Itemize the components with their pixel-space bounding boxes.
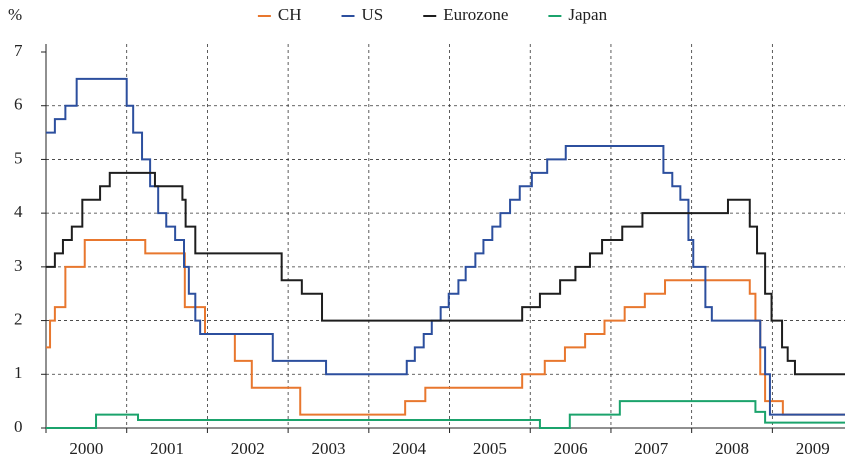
x-tick-label: 2005 [473, 439, 507, 458]
x-tick-label: 2009 [796, 439, 830, 458]
y-tick-label: 2 [14, 309, 23, 328]
x-tick-label: 2006 [554, 439, 588, 458]
legend: CH US Eurozone Japan [257, 5, 608, 24]
y-axis-label: % [8, 5, 22, 24]
y-tick-label: 0 [14, 417, 23, 436]
series-line [46, 400, 845, 429]
x-tick-label: 2007 [634, 439, 669, 458]
y-tick-label: 3 [14, 256, 23, 275]
series-line [46, 77, 845, 416]
legend-label: Eurozone [443, 5, 508, 24]
y-tick-label: 4 [14, 202, 23, 221]
legend-label: CH [278, 5, 302, 24]
y-tick-label: 6 [14, 95, 23, 114]
x-tick-label: 2002 [231, 439, 265, 458]
x-tick-label: 2000 [69, 439, 103, 458]
x-tick-label: 2008 [715, 439, 749, 458]
y-tick-label: 5 [14, 148, 23, 167]
x-tick-label: 2003 [311, 439, 345, 458]
x-tick-label: 2004 [392, 439, 427, 458]
legend-label: US [362, 5, 384, 24]
y-tick-label: 1 [14, 363, 23, 382]
y-tick-label: 7 [14, 41, 23, 60]
series-line [46, 239, 845, 416]
series-line [46, 171, 845, 376]
legend-label: Japan [568, 5, 607, 24]
x-tick-label: 2001 [150, 439, 184, 458]
